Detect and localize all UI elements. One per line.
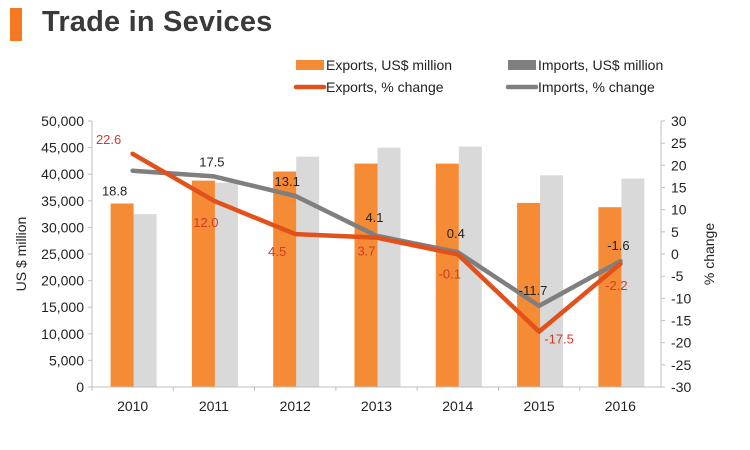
y2-tick-label: 5: [671, 224, 679, 240]
imports-pct-label: -1.6: [607, 238, 629, 253]
imports-bar: [540, 175, 564, 387]
chart-legend: Exports, US$ million Imports, US$ million…: [293, 57, 663, 95]
y2-tick-label: -20: [671, 335, 691, 351]
y-tick-label: 0: [76, 379, 84, 395]
x-tick-label: 2014: [442, 398, 473, 414]
imports-pct-line-point: [131, 169, 135, 173]
imports-pct-label: 18.8: [102, 184, 127, 199]
exports-bar: [110, 203, 134, 387]
exports-pct-line-point: [375, 236, 378, 240]
imports-bar: [377, 147, 401, 387]
y2-tick-label: 0: [671, 246, 679, 262]
y2-tick-label: 25: [671, 135, 687, 151]
y2-tick-label: 15: [671, 180, 687, 196]
y-tick-label: 20,000: [41, 273, 84, 289]
y2-tick-label: -30: [671, 379, 691, 395]
exports-pct-line-point: [293, 232, 297, 236]
imports-bar: [296, 156, 320, 387]
legend-exports-usd-swatch: [296, 60, 324, 70]
line-series: [130, 151, 623, 334]
x-tick-label: 2012: [280, 398, 311, 414]
title-accent-bar: [10, 8, 22, 41]
y-tick-label: 30,000: [41, 219, 84, 235]
exports-pct-label: -0.1: [439, 266, 461, 281]
x-tick-label: 2016: [605, 398, 636, 414]
exports-bar: [273, 171, 297, 387]
exports-pct-label: 4.5: [268, 244, 286, 259]
page-title: Trade in Sevices: [42, 6, 273, 38]
exports-pct-line-point: [212, 199, 216, 203]
bar-series: [110, 146, 645, 387]
y-tick-label: 45,000: [41, 140, 84, 156]
exports-pct-label: 12.0: [193, 215, 218, 230]
y2-tick-label: -10: [671, 290, 691, 306]
y2-tick-label: 30: [671, 113, 687, 129]
data-labels: 22.6 12.0 4.5 3.7 -0.1 -17.5 -2.2 18.8 17.5 13.1 4…: [96, 132, 630, 347]
y2-tick-label: -25: [671, 357, 691, 373]
y-tick-label: 15,000: [41, 299, 84, 315]
x-tick-label: 2013: [361, 398, 392, 414]
y2-tick-label: -5: [671, 268, 684, 284]
x-tick-label: 2011: [199, 398, 229, 414]
imports-pct-line-point: [293, 194, 297, 198]
legend-imports-pct-label: Imports, % change: [538, 79, 655, 95]
y-axis-title: US $ million: [13, 217, 29, 292]
exports-pct-label: 22.6: [96, 132, 121, 147]
exports-bar: [191, 180, 215, 387]
exports-pct-label: 3.7: [357, 244, 375, 259]
imports-pct-label: 13.1: [275, 174, 300, 189]
y-tick-label: 10,000: [41, 326, 84, 342]
exports-pct-line-point: [456, 252, 460, 256]
imports-pct-line-point: [537, 304, 541, 308]
y2-tick-label: 10: [671, 202, 687, 218]
exports-bar: [517, 202, 541, 387]
exports-bar: [354, 163, 378, 387]
exports-pct-label: -2.2: [605, 278, 627, 293]
y-tick-label: 5,000: [49, 352, 84, 368]
imports-bar: [133, 214, 157, 387]
imports-pct-label: 0.4: [447, 226, 465, 241]
exports-pct-line-point: [537, 330, 541, 334]
imports-pct-label: -11.7: [519, 283, 548, 298]
y-tick-label: 35,000: [41, 193, 84, 209]
y-tick-label: 50,000: [41, 113, 84, 129]
imports-pct-line-point: [212, 174, 216, 178]
exports-pct-label: -17.5: [544, 332, 574, 347]
imports-pct-label: 17.5: [199, 154, 224, 169]
exports-bar: [435, 163, 459, 387]
y-tick-label: 40,000: [41, 166, 84, 182]
legend-exports-usd-label: Exports, US$ million: [326, 57, 452, 73]
imports-bar: [214, 182, 238, 387]
y2-tick-label: 20: [671, 157, 687, 173]
imports-bar: [621, 178, 645, 387]
x-tick-label: 2015: [523, 398, 554, 414]
legend-exports-pct-label: Exports, % change: [326, 79, 444, 95]
y-tick-label: 25,000: [41, 246, 84, 262]
exports-pct-line-point: [131, 152, 135, 156]
exports-pct-line-point: [618, 262, 622, 266]
legend-imports-usd-label: Imports, US$ million: [538, 57, 663, 73]
y2-tick-label: -15: [671, 313, 691, 329]
y2-axis-title: % change: [701, 223, 717, 285]
chart-axes: 0 5,000 10,000 15,000 20,000 25,000 30,000 35,0…: [13, 113, 717, 414]
x-tick-label: 2010: [117, 398, 148, 414]
exports-bar: [598, 207, 622, 387]
legend-imports-usd-swatch: [508, 60, 536, 70]
imports-pct-label: 4.1: [365, 210, 383, 225]
